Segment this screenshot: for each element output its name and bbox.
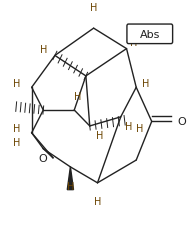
Text: H: H (13, 124, 20, 134)
Text: H: H (142, 78, 149, 88)
FancyBboxPatch shape (127, 25, 173, 44)
Text: O: O (38, 153, 47, 163)
Text: H: H (90, 3, 97, 13)
Text: H: H (96, 131, 103, 140)
Text: H: H (125, 121, 132, 131)
Text: H: H (130, 38, 138, 48)
Text: H: H (67, 181, 74, 191)
Text: H: H (136, 124, 144, 134)
Text: H: H (13, 78, 20, 88)
Text: H: H (94, 197, 101, 207)
Text: H: H (74, 92, 82, 101)
Polygon shape (67, 167, 74, 190)
Text: H: H (40, 44, 47, 54)
Text: O: O (177, 117, 186, 127)
Text: H: H (13, 137, 20, 147)
Text: Abs: Abs (140, 30, 160, 40)
